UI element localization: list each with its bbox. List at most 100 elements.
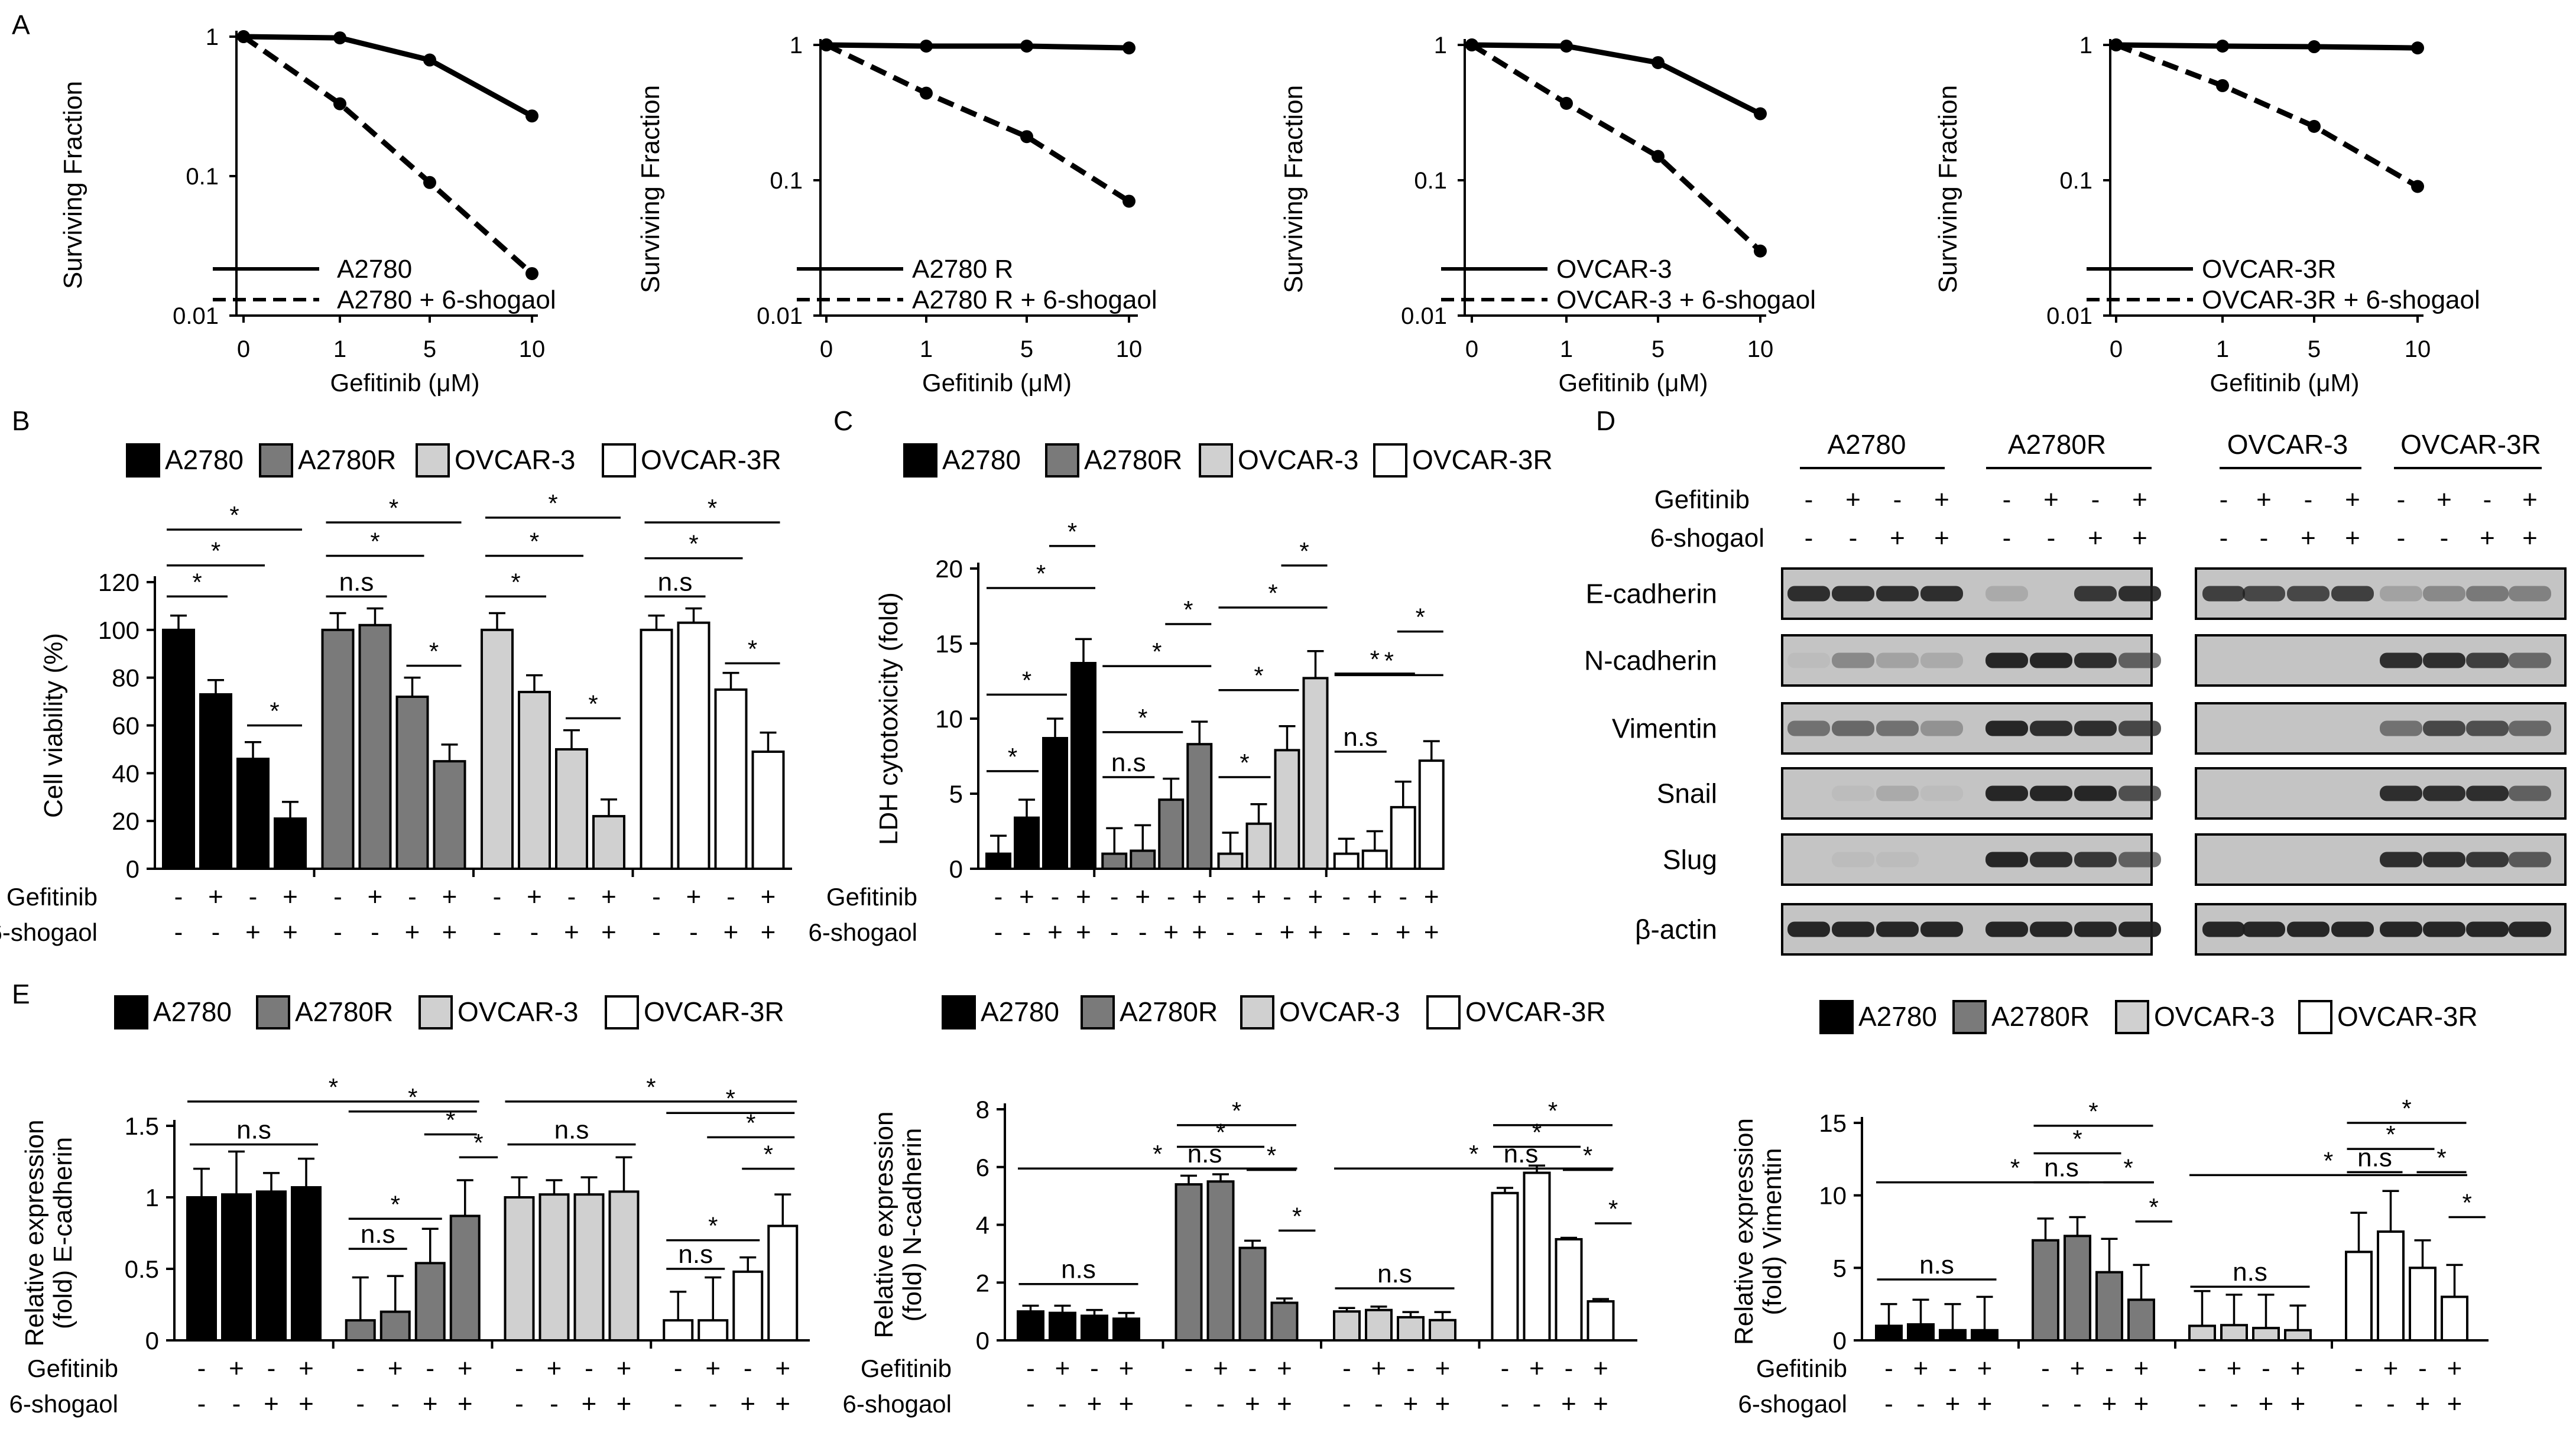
bar xyxy=(186,1196,217,1342)
significance-star: * xyxy=(2088,1097,2098,1125)
gefitinib-sign: - xyxy=(744,1354,752,1383)
shogaol-sign: + xyxy=(1424,918,1439,947)
gefitinib-sign: - xyxy=(515,1354,524,1383)
bar xyxy=(221,1193,252,1342)
legend-swatch-0 xyxy=(942,995,976,1029)
gefitinib-sign: - xyxy=(493,882,502,911)
blot-band xyxy=(1832,852,1874,868)
legend-swatch-1 xyxy=(1045,443,1079,478)
bar xyxy=(2220,1324,2248,1342)
data-point xyxy=(920,86,933,100)
legend-swatch-1 xyxy=(259,443,293,478)
shogaol-sign: - xyxy=(2041,1389,2050,1418)
y-axis-label: (fold) N-cadherin xyxy=(898,1128,927,1322)
bar xyxy=(1390,806,1416,870)
blot-band xyxy=(1876,652,1919,668)
bar xyxy=(2188,1324,2216,1342)
blot-band xyxy=(1985,720,2028,736)
significance-ns: n.s xyxy=(1919,1251,1954,1279)
shogaol-sign: - xyxy=(1916,1389,1925,1418)
shogaol-sign: - xyxy=(1226,918,1235,947)
blot-band xyxy=(2118,852,2161,868)
legend-label-3: OVCAR-3R xyxy=(641,444,781,475)
bar xyxy=(2377,1230,2405,1342)
data-point xyxy=(237,30,250,43)
line-chart-A4: 1 0.1 0.01 0 1 5 10 Gefitinib (μM) Surviving Fra… xyxy=(1933,33,2480,397)
significance-star: * xyxy=(588,690,598,717)
gefitinib-sign: - xyxy=(2105,1354,2114,1383)
y-tick-label: 80 xyxy=(112,664,139,692)
data-point xyxy=(2308,40,2321,54)
legend-swatch-1 xyxy=(1952,1000,1987,1034)
bar xyxy=(358,623,392,870)
significance-star: * xyxy=(1548,1097,1558,1125)
blot-band xyxy=(1832,921,1874,937)
bar xyxy=(2095,1271,2123,1342)
significance-star: * xyxy=(2463,1188,2472,1216)
legend-label-0: OVCAR-3 xyxy=(1556,255,1672,284)
blot-band xyxy=(1876,921,1919,937)
blot-gefitinib-sign: - xyxy=(2091,485,2100,514)
gefitinib-sign: + xyxy=(1593,1354,1608,1383)
gefitinib-sign: - xyxy=(1090,1354,1099,1383)
x-axis-label: Gefitinib (μM) xyxy=(330,369,480,397)
shogaol-sign: + xyxy=(775,1389,790,1418)
data-point xyxy=(1754,244,1767,258)
blot-shogaol-sign: - xyxy=(2047,524,2056,553)
blot-band xyxy=(1787,720,1830,736)
x-tick-label: 0 xyxy=(820,336,833,362)
legend-swatch-2 xyxy=(1199,443,1233,478)
data-point xyxy=(423,53,436,67)
bar xyxy=(555,748,588,870)
blot-gefitinib-sign: - xyxy=(2483,485,2492,514)
y-tick-label: 5 xyxy=(949,780,963,808)
shogaol-sign: - xyxy=(371,918,379,947)
gefitinib-sign: + xyxy=(1277,1354,1292,1383)
legend-label-1: OVCAR-3 + 6-shogaol xyxy=(1556,285,1816,314)
bar xyxy=(199,693,232,871)
bar xyxy=(345,1319,376,1342)
blot-gefitinib-sign: + xyxy=(2437,485,2452,514)
blot-band xyxy=(2287,921,2330,937)
legend-label-1: A2780R xyxy=(1120,996,1218,1027)
bar xyxy=(1939,1329,1967,1342)
shogaol-sign: - xyxy=(1374,1389,1383,1418)
bar xyxy=(1907,1323,1935,1342)
shogaol-sign: - xyxy=(1342,918,1351,947)
shogaol-sign: + xyxy=(264,1389,279,1418)
legend-swatch-3 xyxy=(1373,443,1407,478)
blot-band xyxy=(1985,652,2028,668)
legend-label-3: OVCAR-3R xyxy=(2337,1001,2478,1032)
y-tick-label: 0.01 xyxy=(757,303,803,329)
row-label-gefitinib: Gefitinib xyxy=(826,883,917,911)
bar xyxy=(2409,1266,2437,1342)
significance-star: * xyxy=(1152,638,1162,665)
y-axis-label: Surviving Fraction xyxy=(1933,85,1962,293)
significance-ns: n.s xyxy=(1377,1259,1412,1288)
shogaol-sign: - xyxy=(1342,1389,1351,1418)
legend-label-0: A2780 xyxy=(165,444,244,475)
gefitinib-sign: - xyxy=(1026,1354,1035,1383)
gefitinib-sign: + xyxy=(547,1354,562,1383)
significance-star: * xyxy=(370,528,379,556)
legend-label-1: A2780R xyxy=(295,996,393,1027)
x-tick-label: 5 xyxy=(1020,336,1033,362)
row-label-gefitinib: Gefitinib xyxy=(27,1355,118,1382)
blot-band xyxy=(2380,852,2422,868)
blot-band xyxy=(2380,586,2422,602)
legend-label-1: A2780 R + 6-shogaol xyxy=(912,285,1157,314)
legend-label-2: OVCAR-3 xyxy=(455,444,575,475)
blot-band xyxy=(1787,921,1830,937)
gefitinib-sign: + xyxy=(2291,1354,2306,1383)
blot-band xyxy=(2074,852,2117,868)
gefitinib-sign: - xyxy=(1501,1354,1510,1383)
blot-band xyxy=(2423,652,2465,668)
gefitinib-sign: + xyxy=(1308,882,1323,911)
shogaol-sign: + xyxy=(761,918,776,947)
bar xyxy=(697,1319,729,1342)
significance-star: * xyxy=(1292,1202,1302,1230)
blot-gefitinib-sign: + xyxy=(2256,485,2272,514)
significance-ns: n.s xyxy=(554,1115,589,1144)
shogaol-sign: - xyxy=(2198,1389,2207,1418)
y-tick-label: 60 xyxy=(112,712,139,740)
